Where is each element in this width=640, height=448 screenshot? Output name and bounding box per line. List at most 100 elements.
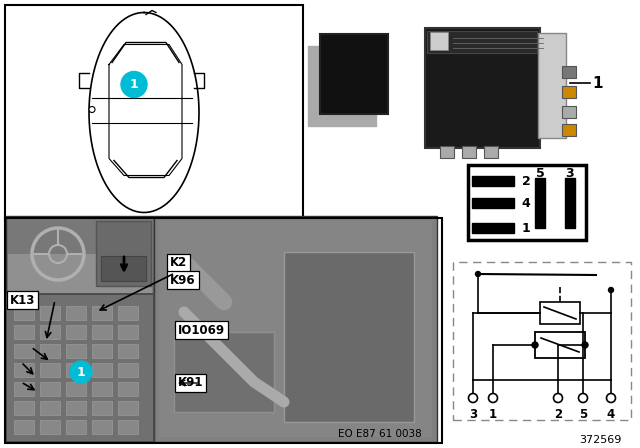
Bar <box>174 332 274 412</box>
Bar <box>40 325 60 339</box>
Bar <box>540 302 580 324</box>
Bar <box>66 420 86 434</box>
Text: K13: K13 <box>10 293 35 306</box>
Bar <box>118 344 138 358</box>
Bar <box>66 382 86 396</box>
Bar <box>40 420 60 434</box>
Bar <box>40 401 60 415</box>
Bar <box>562 106 576 118</box>
Text: K2: K2 <box>170 257 188 270</box>
Bar <box>118 325 138 339</box>
Bar <box>440 146 454 158</box>
Bar <box>159 221 432 437</box>
Circle shape <box>468 393 477 402</box>
Bar <box>462 146 476 158</box>
Bar <box>92 306 112 320</box>
Circle shape <box>607 393 616 402</box>
Bar <box>118 363 138 377</box>
Bar <box>562 124 576 136</box>
Text: 2: 2 <box>522 175 531 188</box>
Bar <box>118 401 138 415</box>
Text: 2: 2 <box>554 408 562 421</box>
Text: 4: 4 <box>522 197 531 210</box>
Bar <box>101 256 146 281</box>
Circle shape <box>582 342 588 348</box>
Bar <box>40 363 60 377</box>
Text: 1: 1 <box>522 221 531 234</box>
Bar <box>308 46 376 126</box>
Bar <box>40 344 60 358</box>
Bar <box>535 178 545 228</box>
Text: 3: 3 <box>469 408 477 421</box>
Bar <box>472 198 514 208</box>
Text: 5: 5 <box>579 408 587 421</box>
Bar <box>40 382 60 396</box>
Circle shape <box>488 393 497 402</box>
Bar <box>484 146 498 158</box>
Bar <box>154 216 437 442</box>
Bar <box>430 32 448 50</box>
Circle shape <box>89 107 95 112</box>
Bar <box>14 363 34 377</box>
Text: 372569: 372569 <box>579 435 621 445</box>
Text: K96: K96 <box>170 273 196 287</box>
Bar <box>66 306 86 320</box>
Bar <box>92 363 112 377</box>
Bar <box>6 216 154 296</box>
Bar <box>5 218 442 443</box>
Bar <box>66 401 86 415</box>
Bar <box>6 294 154 442</box>
Bar <box>427 31 537 53</box>
Text: 1: 1 <box>593 76 604 90</box>
Bar <box>468 165 586 240</box>
Bar <box>92 325 112 339</box>
Bar <box>453 262 631 420</box>
Bar <box>118 420 138 434</box>
Text: 1: 1 <box>77 366 85 379</box>
Bar <box>92 420 112 434</box>
Bar <box>472 176 514 186</box>
Circle shape <box>70 361 92 383</box>
Bar <box>118 382 138 396</box>
Bar <box>66 325 86 339</box>
Bar <box>14 401 34 415</box>
Text: EO E87 61 0038: EO E87 61 0038 <box>338 429 422 439</box>
Bar <box>14 382 34 396</box>
Bar <box>92 382 112 396</box>
Circle shape <box>532 342 538 348</box>
Bar <box>565 178 575 228</box>
Bar <box>14 306 34 320</box>
Bar <box>320 34 388 114</box>
Bar <box>14 325 34 339</box>
Bar <box>284 252 414 422</box>
Text: 5: 5 <box>536 167 545 180</box>
Bar <box>8 254 152 294</box>
Bar <box>14 420 34 434</box>
Text: 1: 1 <box>130 78 138 91</box>
Bar <box>538 33 566 138</box>
Bar <box>562 86 576 98</box>
Bar <box>14 344 34 358</box>
Text: IO1069: IO1069 <box>178 323 225 336</box>
Text: 1: 1 <box>489 408 497 421</box>
Bar <box>66 363 86 377</box>
Bar <box>425 28 540 148</box>
Bar <box>118 306 138 320</box>
Circle shape <box>121 72 147 98</box>
Bar <box>5 5 303 220</box>
Bar <box>96 221 151 286</box>
Circle shape <box>579 393 588 402</box>
Bar <box>92 401 112 415</box>
Circle shape <box>609 288 614 293</box>
Circle shape <box>554 393 563 402</box>
Bar <box>472 223 514 233</box>
Text: 3: 3 <box>566 167 574 180</box>
Text: K91: K91 <box>178 376 204 389</box>
Bar <box>92 344 112 358</box>
Bar <box>66 344 86 358</box>
Circle shape <box>476 271 481 276</box>
Text: 4: 4 <box>607 408 615 421</box>
Bar <box>40 306 60 320</box>
Bar <box>535 332 585 358</box>
Bar <box>562 66 576 78</box>
